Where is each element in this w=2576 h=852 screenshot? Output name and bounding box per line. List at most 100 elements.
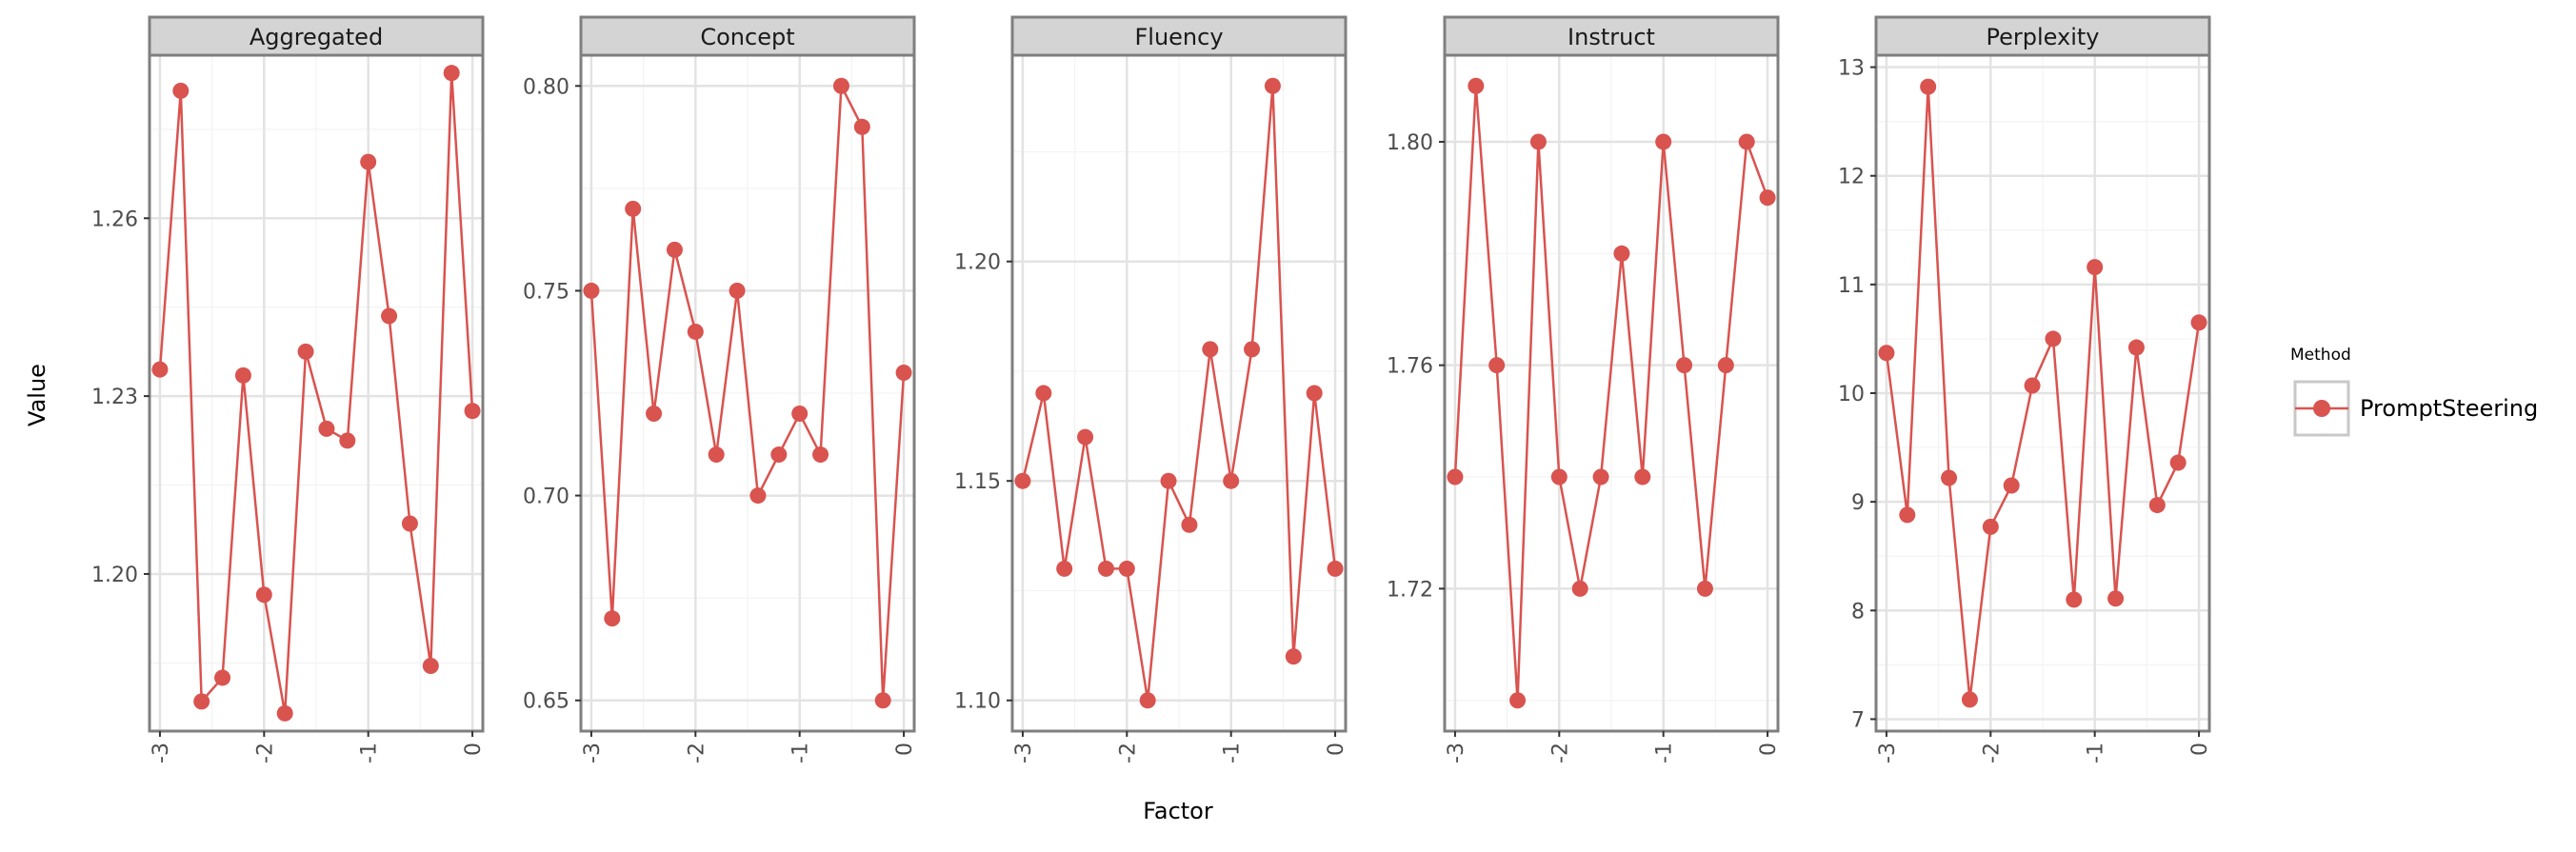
data-point	[2045, 330, 2062, 347]
data-point	[1097, 560, 1114, 577]
data-point	[1655, 133, 1672, 150]
data-point	[1941, 469, 1958, 486]
x-tick-label: -3	[581, 743, 605, 763]
data-point	[1447, 468, 1464, 485]
data-point	[1696, 580, 1713, 597]
y-tick-label: 10	[1838, 383, 1865, 406]
y-tick-label: 1.72	[1387, 578, 1433, 602]
y-tick-label: 1.26	[91, 208, 138, 231]
data-point	[1529, 133, 1547, 150]
series-line-concept	[589, 85, 906, 702]
data-point	[1738, 133, 1755, 150]
data-point	[1550, 468, 1568, 485]
x-tick-label: -3	[1876, 743, 1900, 763]
facet-strip	[148, 15, 485, 57]
data-point	[749, 487, 767, 505]
x-tick-label: -3	[1012, 743, 1036, 763]
y-tick-label: 11	[1838, 274, 1865, 298]
x-tick-label: -2	[685, 743, 709, 763]
x-tick-label: 0	[893, 743, 917, 756]
legend: Method PromptSteering	[2290, 346, 2538, 437]
data-point	[604, 610, 621, 627]
legend-marker	[2313, 400, 2330, 417]
data-point	[1223, 472, 1240, 489]
y-tick-label: 12	[1838, 166, 1865, 189]
data-point	[1264, 77, 1281, 94]
data-point	[791, 406, 809, 423]
data-point	[1468, 77, 1485, 94]
facet-title-fluency: Fluency	[1134, 24, 1223, 50]
series-line-fluency	[1021, 85, 1337, 702]
data-point	[874, 692, 891, 709]
x-tick-label: -1	[358, 743, 382, 763]
data-point	[1676, 357, 1693, 374]
data-point	[2087, 259, 2104, 276]
x-tick-label: -2	[1548, 743, 1572, 763]
x-tick-label: -2	[1116, 743, 1140, 763]
data-point	[666, 241, 683, 258]
legend-title: Method	[2290, 346, 2351, 365]
data-point	[2107, 590, 2125, 607]
data-point	[832, 77, 849, 94]
y-axis-title: Value	[24, 364, 50, 426]
data-point	[214, 669, 231, 686]
x-tick-label: -1	[1653, 743, 1677, 763]
panel-aggregated: Aggregated 1.20 1.23 1.26 -3 -2 -1 0	[91, 15, 486, 763]
data-point	[812, 446, 829, 464]
data-point	[2127, 339, 2145, 356]
data-point	[381, 307, 398, 325]
data-point	[729, 282, 746, 299]
data-point	[193, 693, 210, 710]
data-point	[1613, 245, 1630, 262]
data-point	[895, 364, 912, 381]
data-point	[422, 657, 439, 674]
panel-concept: Concept 0.65 0.70 0.75 0.80 -3 -2 -1 0	[523, 15, 917, 763]
data-point	[443, 65, 460, 82]
data-point	[1899, 506, 1916, 524]
data-point	[583, 282, 600, 299]
x-tick-label: -3	[150, 743, 173, 763]
y-tick-label: 1.23	[91, 386, 138, 409]
data-point	[708, 446, 725, 464]
chart-panels: Aggregated 1.20 1.23 1.26 -3 -2 -1 0 Concept 0.65…	[91, 15, 2212, 763]
x-tick-label: 0	[462, 743, 486, 756]
y-tick-label: 0.70	[523, 485, 569, 509]
data-point	[1118, 560, 1135, 577]
panel-perplexity: Perplexity 7 8 9 10 11 12 13 -3 -2 -1 0	[1838, 15, 2212, 763]
legend-entry-promptsteering: PromptSteering	[2360, 395, 2538, 422]
data-point	[339, 432, 356, 449]
data-point	[2169, 454, 2187, 471]
data-point	[1139, 692, 1156, 709]
data-point	[853, 118, 870, 135]
data-point	[1035, 385, 1052, 402]
facet-strip	[1443, 15, 1780, 57]
data-point	[401, 515, 418, 532]
series-line-aggregated	[158, 71, 474, 715]
data-point	[2066, 591, 2083, 608]
series-line-instruct	[1453, 85, 1769, 702]
y-tick-label: 7	[1851, 708, 1865, 732]
data-point	[1717, 357, 1734, 374]
data-point	[1571, 580, 1588, 597]
data-point	[2148, 497, 2166, 514]
data-point	[1306, 385, 1323, 402]
x-tick-label: -2	[1980, 743, 2004, 763]
data-point	[2003, 477, 2020, 494]
facet-strip	[1010, 15, 1348, 57]
facet-strip	[579, 15, 916, 57]
data-point	[2190, 314, 2207, 331]
panel-fluency: Fluency 1.10 1.15 1.20 -3 -2 -1 0	[954, 15, 1348, 763]
data-point	[1982, 518, 1999, 535]
facet-title-instruct: Instruct	[1568, 24, 1655, 50]
y-tick-label: 0.80	[523, 75, 569, 99]
data-point	[234, 367, 251, 384]
x-tick-label: 0	[1757, 743, 1781, 756]
data-point	[151, 361, 169, 378]
y-tick-label: 9	[1851, 491, 1865, 515]
x-tick-label: -3	[1445, 743, 1468, 763]
x-tick-label: -2	[253, 743, 277, 763]
x-tick-label: -1	[1221, 743, 1245, 763]
y-tick-label: 1.20	[91, 564, 138, 587]
data-point	[1202, 341, 1219, 358]
